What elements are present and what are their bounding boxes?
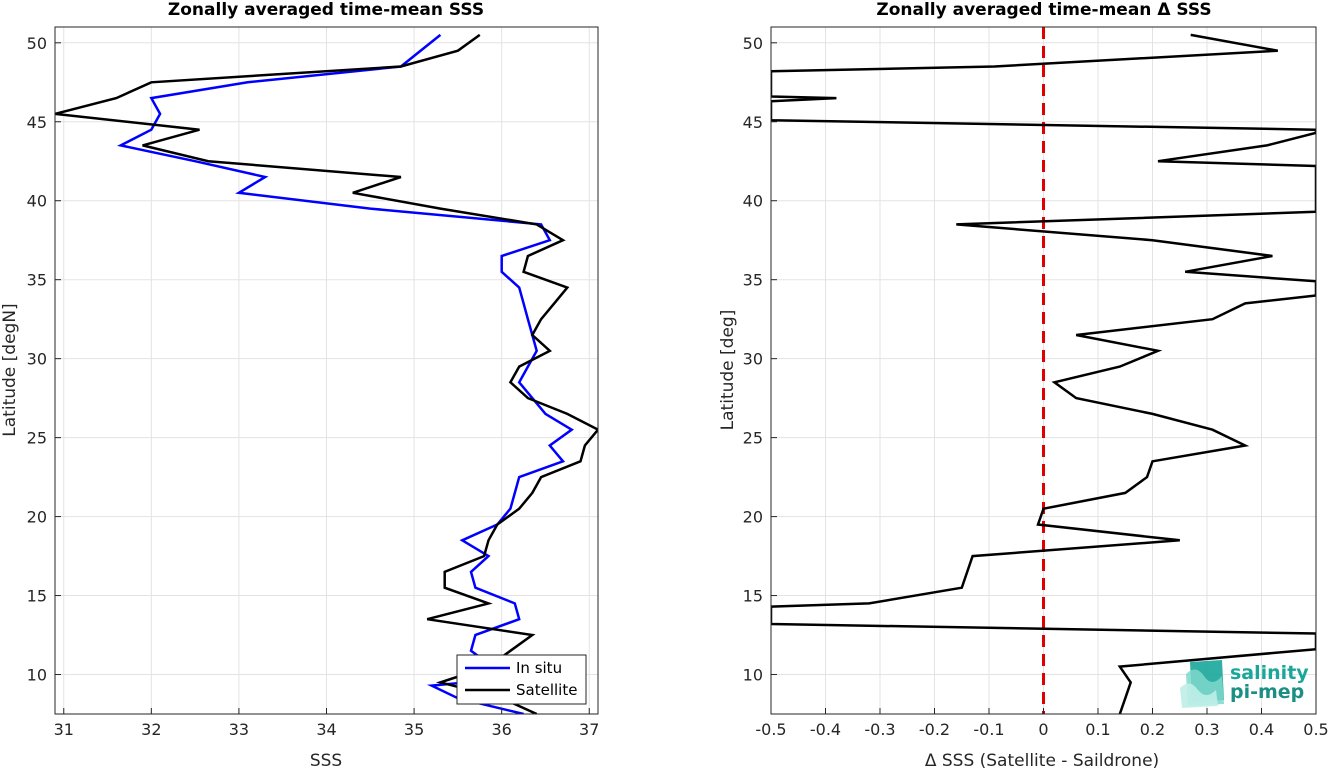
legend-box xyxy=(456,654,587,705)
left-x-tick-label: 37 xyxy=(579,720,599,739)
right-x-tick-label: -0.2 xyxy=(919,720,950,739)
left-x-tick-label: 33 xyxy=(229,720,249,739)
salinity-pi-mep-logo: salinity pi-mep xyxy=(1180,660,1309,708)
right-y-tick-label: 35 xyxy=(743,271,763,290)
right-x-tick-label: -0.3 xyxy=(864,720,895,739)
right-x-tick-label: 0.2 xyxy=(1140,720,1165,739)
left-y-tick-label: 15 xyxy=(27,587,47,606)
right-ticks: -0.5 -0.4 -0.3 -0.2 -0.1 0 0.1 0.2 0.3 0.4 0.5 10 15… xyxy=(743,34,1329,739)
left-x-axis-label: SSS xyxy=(310,751,342,769)
left-y-tick-label: 25 xyxy=(27,429,47,448)
left-y-axis-label: Latitude [degN] xyxy=(0,303,20,436)
right-x-tick-label: 0.3 xyxy=(1194,720,1219,739)
right-x-tick-label: 0.5 xyxy=(1303,720,1328,739)
right-x-tick-label: -0.4 xyxy=(810,720,841,739)
legend: In situ Satellite xyxy=(456,654,587,705)
right-x-tick-label: 0.1 xyxy=(1085,720,1110,739)
left-x-tick-label: 34 xyxy=(316,720,336,739)
left-x-tick-label: 36 xyxy=(491,720,511,739)
legend-label-satellite: Satellite xyxy=(516,681,577,699)
left-y-tick-label: 35 xyxy=(27,271,47,290)
logo-text-pi-mep: pi-mep xyxy=(1230,681,1304,703)
right-y-tick-label: 15 xyxy=(743,587,763,606)
logo-wave-icon xyxy=(1180,660,1224,708)
right-y-tick-label: 25 xyxy=(743,429,763,448)
left-series-line-in-situ xyxy=(117,33,574,714)
left-series-group xyxy=(55,33,598,714)
right-y-tick-label: 50 xyxy=(743,34,763,53)
legend-label-in-situ: In situ xyxy=(516,659,562,677)
left-series-line-satellite xyxy=(55,33,598,714)
right-series-group xyxy=(771,33,1316,714)
right-x-tick-label: -0.5 xyxy=(755,720,786,739)
left-x-tick-label: 32 xyxy=(141,720,161,739)
right-x-tick-label: -0.1 xyxy=(973,720,1004,739)
right-y-axis-label: Latitude [deg] xyxy=(718,310,738,431)
left-ticks: 31 32 33 34 35 36 37 10 15 20 25 30 35 40 45 50 xyxy=(27,34,600,739)
left-y-tick-label: 45 xyxy=(27,113,47,132)
left-y-tick-label: 10 xyxy=(27,666,47,685)
left-chart-title: Zonally averaged time-mean SSS xyxy=(168,0,484,20)
left-x-tick-label: 35 xyxy=(404,720,424,739)
left-x-tick-label: 31 xyxy=(54,720,74,739)
left-chart-panel: 31 32 33 34 35 36 37 10 15 20 25 30 35 40 45 50 Zonally… xyxy=(0,0,599,769)
left-y-tick-label: 40 xyxy=(27,192,47,211)
left-y-tick-label: 30 xyxy=(27,350,47,369)
right-chart-title: Zonally averaged time-mean Δ SSS xyxy=(876,0,1211,20)
right-y-tick-label: 40 xyxy=(743,192,763,211)
right-x-tick-label: 0 xyxy=(1038,720,1048,739)
right-y-tick-label: 30 xyxy=(743,350,763,369)
right-y-tick-label: 45 xyxy=(743,113,763,132)
left-y-tick-label: 50 xyxy=(27,34,47,53)
logo-text-salinity: salinity xyxy=(1230,662,1309,684)
right-chart-panel: -0.5 -0.4 -0.3 -0.2 -0.1 0 0.1 0.2 0.3 0.4 0.5 10 15… xyxy=(718,0,1329,769)
right-x-tick-label: 0.4 xyxy=(1249,720,1274,739)
right-series-line-delta-sss xyxy=(771,33,1316,714)
right-y-tick-label: 20 xyxy=(743,508,763,527)
right-y-tick-label: 10 xyxy=(743,666,763,685)
right-x-axis-label: Δ SSS (Satellite - Saildrone) xyxy=(925,751,1159,769)
left-y-tick-label: 20 xyxy=(27,508,47,527)
